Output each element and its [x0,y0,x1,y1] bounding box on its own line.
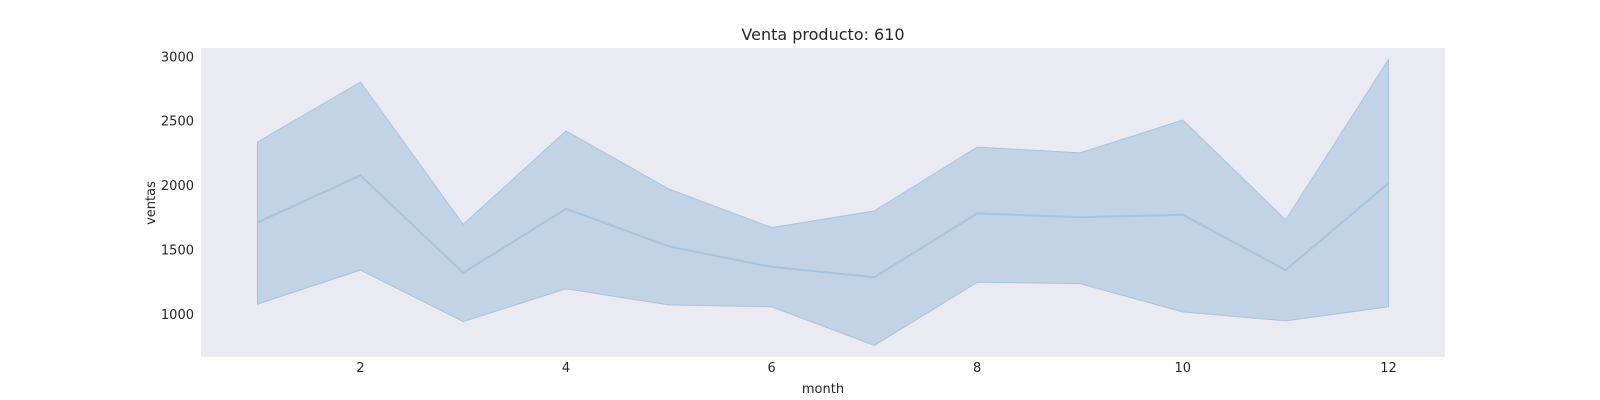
y-tick-label: 2000 [161,179,194,194]
x-tick-label: 10 [1175,361,1192,376]
x-tick-label: 12 [1380,361,1397,376]
x-tick-label: 8 [973,361,981,376]
x-axis-title: month [802,382,844,397]
x-tick-label: 2 [356,361,364,376]
chart-title: Venta producto: 610 [741,25,904,44]
series-line [257,174,1390,279]
x-tick-label: 4 [562,361,570,376]
x-tick-label: 6 [767,361,775,376]
y-tick-label: 1000 [161,308,194,323]
y-tick-label: 1500 [161,244,194,259]
y-tick-label: 3000 [161,50,194,65]
y-tick-label: 2500 [161,115,194,130]
y-axis-title: ventas [144,181,159,225]
confidence-band [257,57,1389,346]
